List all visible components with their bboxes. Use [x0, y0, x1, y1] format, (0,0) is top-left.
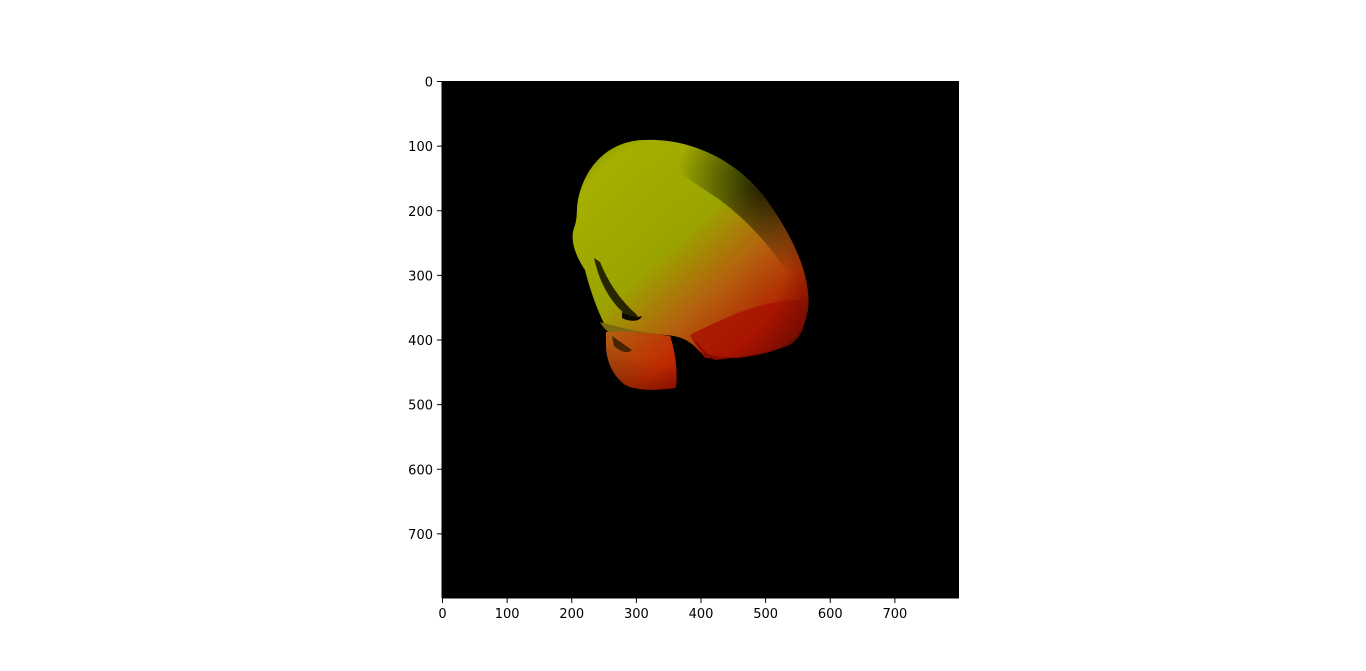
y-tick-label: 500 [408, 399, 433, 414]
rendered-skull-icon [560, 130, 820, 400]
y-tick-label: 300 [408, 269, 433, 284]
y-tick-label: 0 [425, 76, 433, 91]
x-tick-label: 100 [495, 607, 520, 622]
y-tick-label: 600 [408, 463, 433, 478]
x-tick-label: 200 [559, 607, 584, 622]
x-tick-label: 700 [882, 607, 907, 622]
y-tick-label: 400 [408, 334, 433, 349]
x-tick-label: 0 [438, 607, 446, 622]
x-tick-label: 500 [753, 607, 778, 622]
x-tick-label: 400 [689, 607, 714, 622]
x-tick-label: 600 [818, 607, 843, 622]
y-axis-ticks: 0 100 200 300 400 500 600 700 [408, 76, 442, 543]
y-tick-label: 200 [408, 205, 433, 220]
x-axis-ticks: 0 100 200 300 400 500 600 700 [438, 598, 907, 622]
x-tick-label: 300 [624, 607, 649, 622]
y-tick-label: 700 [408, 528, 433, 543]
y-tick-label: 100 [408, 140, 433, 155]
